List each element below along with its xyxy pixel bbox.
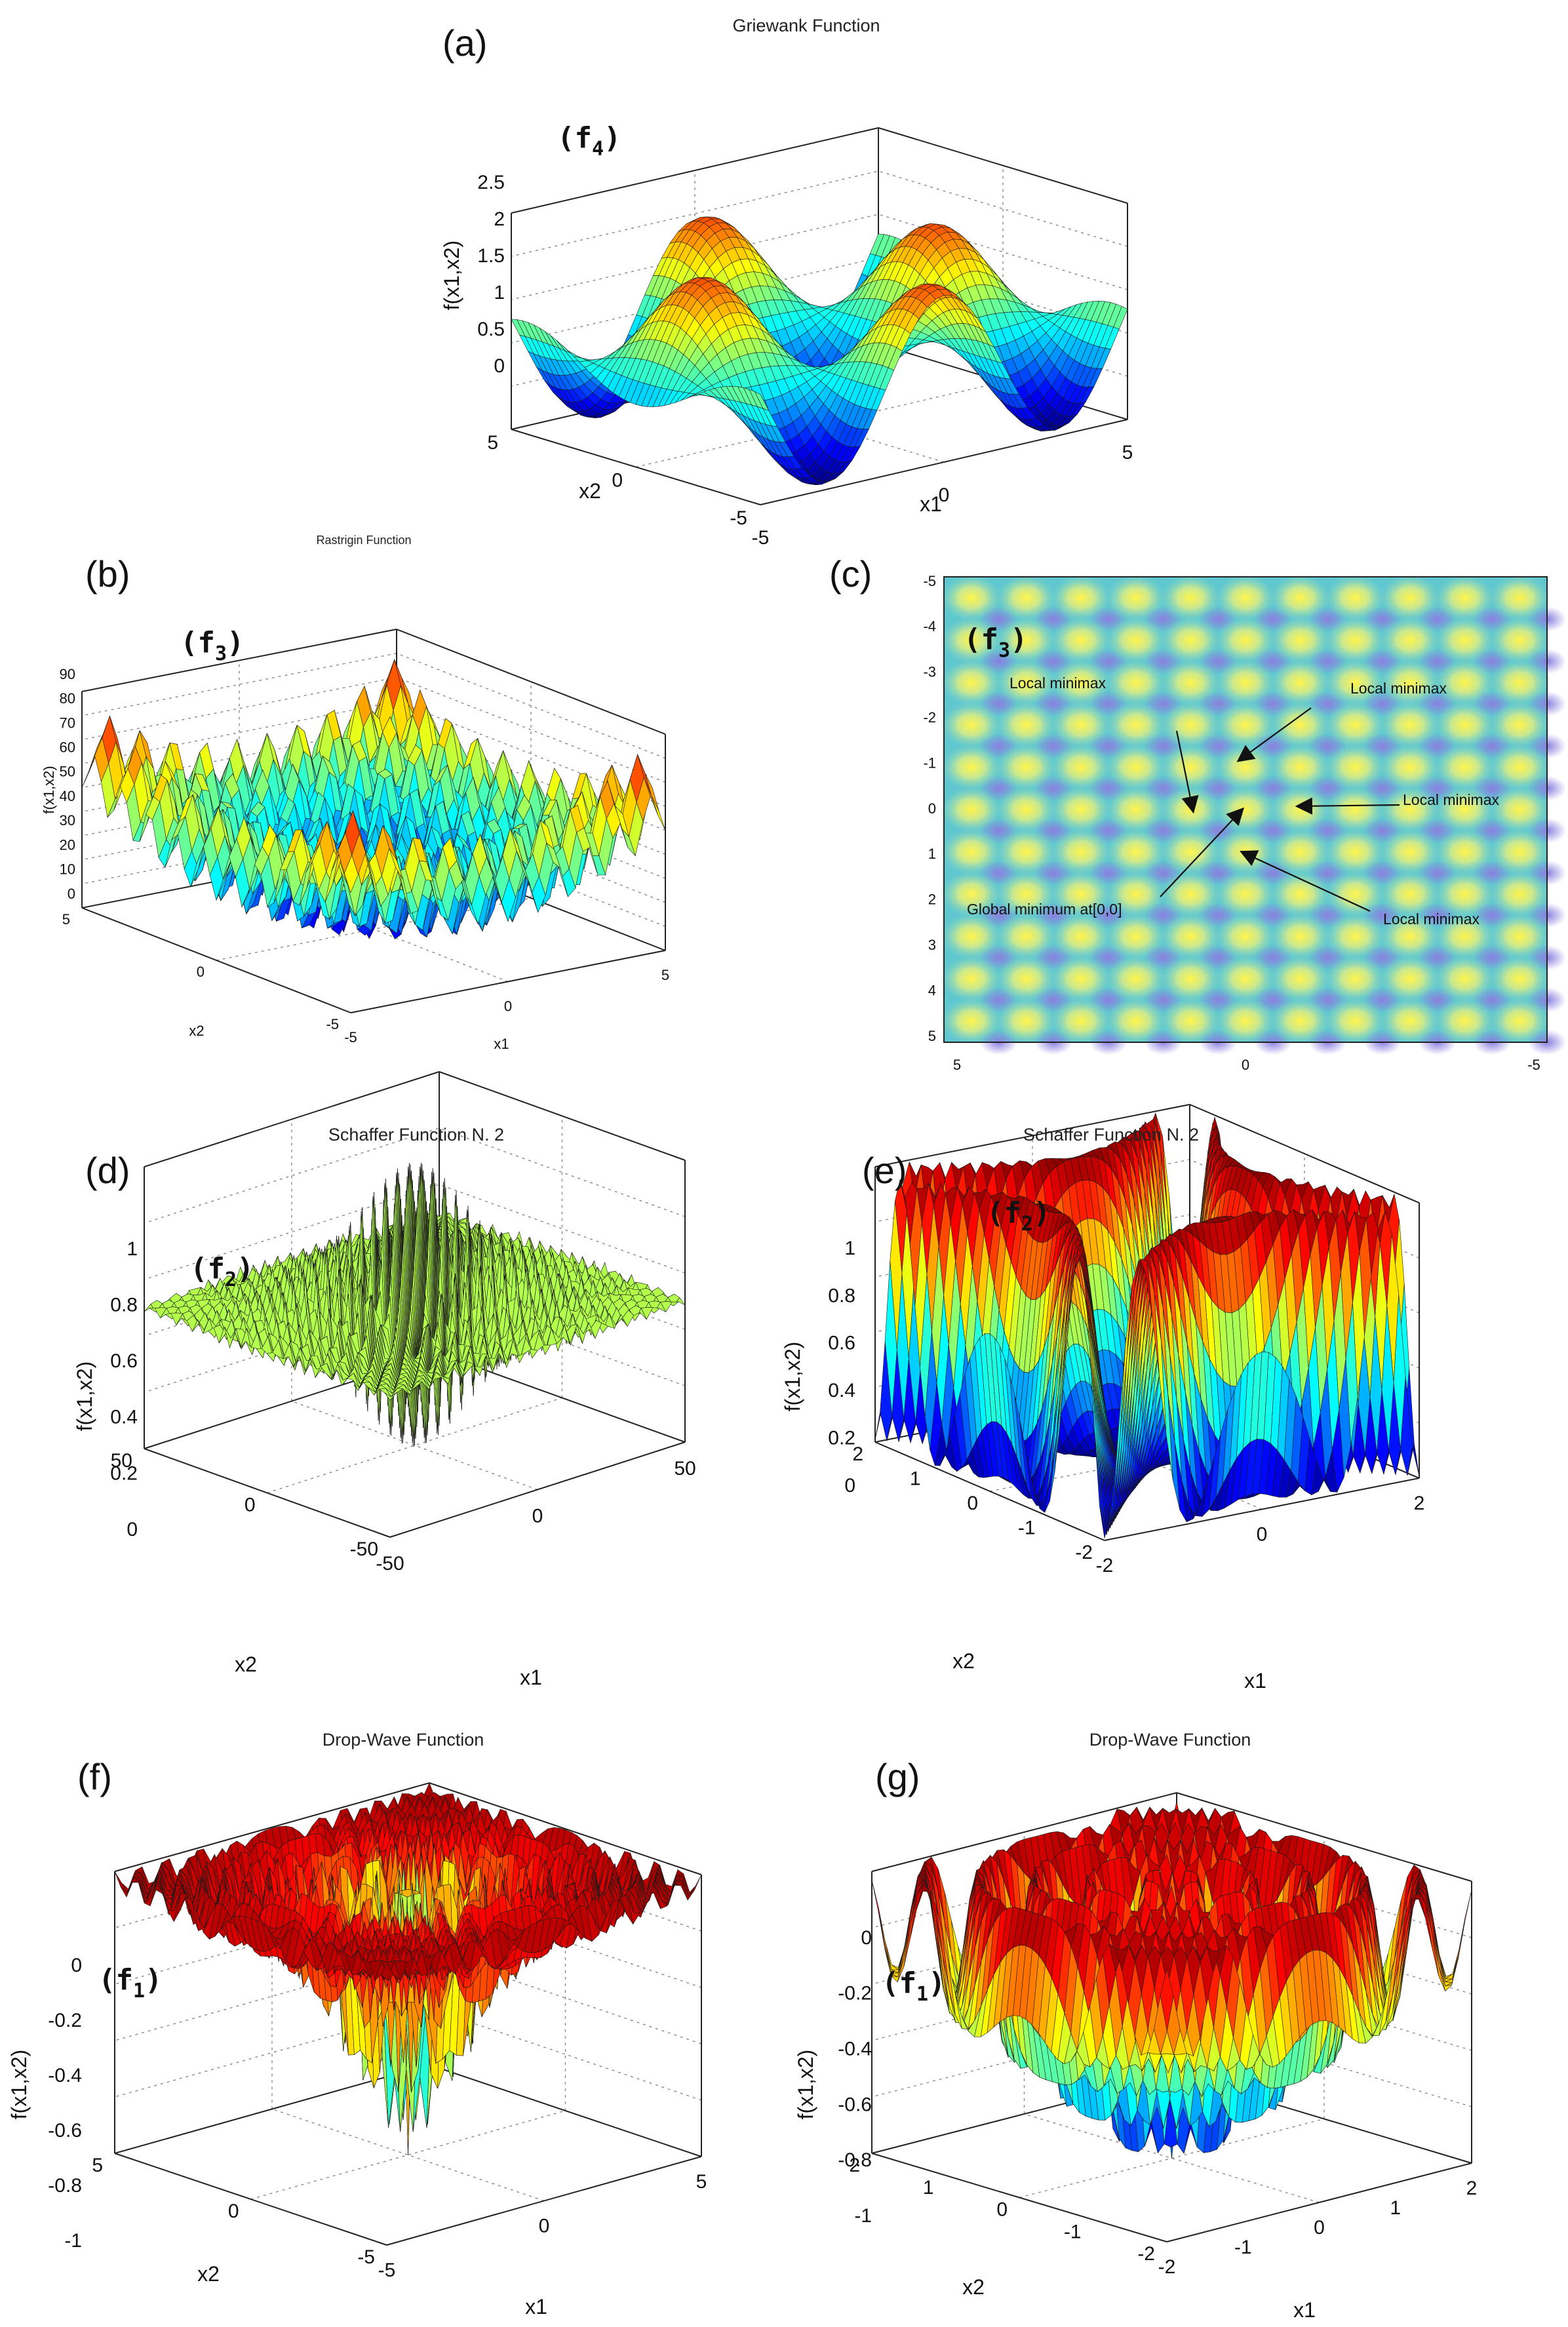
y-tick-label: 2 xyxy=(928,891,936,908)
y-tick-label: 4 xyxy=(928,982,936,998)
x2-axis-label: x2 xyxy=(579,479,601,503)
z-gridline xyxy=(144,1071,686,1167)
box-edge xyxy=(760,419,1128,505)
z-tick-label: 20 xyxy=(60,836,75,853)
box-edge xyxy=(878,127,1128,204)
x1-tick-label: -5 xyxy=(344,1029,357,1046)
function-label: (f4) xyxy=(557,121,621,161)
z-tick-label: 90 xyxy=(60,666,75,682)
y-tick-label: 0 xyxy=(928,800,936,817)
z-tick-label: 2 xyxy=(494,208,505,230)
y-tick-label: -5 xyxy=(923,573,936,589)
z-tick-label: 80 xyxy=(60,690,75,707)
z-tick-labels: 0 0.5 1 1.5 2 2.5 xyxy=(477,172,505,377)
z-tick-label: 0 xyxy=(68,886,75,902)
y-tick-label: -1 xyxy=(923,754,936,771)
z-tick-label: 0 xyxy=(494,355,505,377)
x2-tick-label: -5 xyxy=(730,507,747,529)
y-tick-label: -3 xyxy=(923,664,936,680)
z-tick-label: 2.5 xyxy=(477,172,505,193)
x1-tick-label: -5 xyxy=(752,527,770,549)
z-axis-label: f(x1,x2) xyxy=(440,241,463,311)
annotation-label: Local minimax xyxy=(1383,910,1480,928)
box-edge xyxy=(511,127,879,214)
surface-mesh xyxy=(511,216,1128,486)
x-tick-label: 0 xyxy=(1242,1057,1249,1073)
z-tick-labels: 0 10 20 30 40 50 60 70 80 90 xyxy=(60,666,75,902)
x1-tick-label: 5 xyxy=(1122,442,1133,463)
x1-tick-labels: -5 0 5 xyxy=(344,967,669,1046)
y-tick-label: 3 xyxy=(928,937,936,953)
z-gridline xyxy=(511,257,1128,343)
panel-a: 00.511.522.5-50550-5f(x1,x2)x1x2Griewank… xyxy=(440,16,1133,549)
annotation-label: Local minimax xyxy=(1009,675,1106,692)
surface-patch xyxy=(651,796,666,831)
x2-tick-labels: 5 0 -5 xyxy=(487,432,747,529)
panel-d: 00.20.40.60.81-50050500-50f(x1,x2)x1x2Sc… xyxy=(73,1071,696,1689)
box-edge xyxy=(144,1448,391,1538)
z-tick-label: 40 xyxy=(60,788,75,804)
z-tick-label: 30 xyxy=(60,812,75,829)
y-tick-label: 1 xyxy=(928,846,936,862)
function-label: (f3) xyxy=(180,626,245,665)
x2-axis-label: x2 xyxy=(189,1023,204,1039)
x-tick-label: -5 xyxy=(1527,1057,1540,1073)
x2-tick-label: 0 xyxy=(197,964,205,980)
x1-tick-label: 5 xyxy=(661,967,669,983)
z-axis-label: f(x1,x2) xyxy=(41,766,57,813)
x2-tick-label: 5 xyxy=(62,911,70,928)
z-gridline xyxy=(511,214,1128,300)
x2-tick-labels: 5 0 -5 xyxy=(62,911,339,1032)
surface-mesh xyxy=(81,659,666,940)
plot-title: Griewank Function xyxy=(732,16,880,35)
annotation-label: Local minimax xyxy=(1403,791,1499,808)
panel-tag: (c) xyxy=(829,553,872,595)
z-tick-label: 70 xyxy=(60,714,75,731)
panel-b: 0102030405060708090-50550-5f(x1,x2)x1x2R… xyxy=(41,534,669,1052)
z-tick-label: 10 xyxy=(60,861,75,878)
z-tick-label: 1 xyxy=(494,282,505,303)
x-tick-label: 5 xyxy=(953,1057,961,1073)
z-gridline xyxy=(511,170,1128,257)
box-edge xyxy=(511,429,761,505)
z-tick-label: 50 xyxy=(60,764,75,780)
plot-title: Rastrigin Function xyxy=(316,534,411,547)
x2-tick-label: 5 xyxy=(487,432,498,454)
y-tick-label: 5 xyxy=(928,1028,936,1044)
panel-tag: (a) xyxy=(442,22,487,64)
x1-axis-label: x1 xyxy=(920,492,942,516)
y-tick-label: -2 xyxy=(923,709,936,726)
z-tick-label: 0.5 xyxy=(477,319,505,340)
x2-tick-label: -5 xyxy=(326,1016,339,1032)
x2-tick-label: 0 xyxy=(612,470,623,492)
y-tick-label: -4 xyxy=(923,618,936,635)
panel-tag: (b) xyxy=(85,553,130,595)
annotation-label: Global minimum at[0,0] xyxy=(967,901,1122,918)
heatmap-cells xyxy=(941,574,1567,1055)
box-edge xyxy=(144,1071,440,1167)
x1-tick-label: 0 xyxy=(504,998,512,1015)
surface-mesh xyxy=(144,1162,686,1447)
z-tick-label: 1.5 xyxy=(477,245,505,267)
x1-axis-label: x1 xyxy=(494,1036,509,1052)
z-tick-label: 60 xyxy=(60,739,75,755)
annotation-label: Local minimax xyxy=(1350,680,1447,697)
